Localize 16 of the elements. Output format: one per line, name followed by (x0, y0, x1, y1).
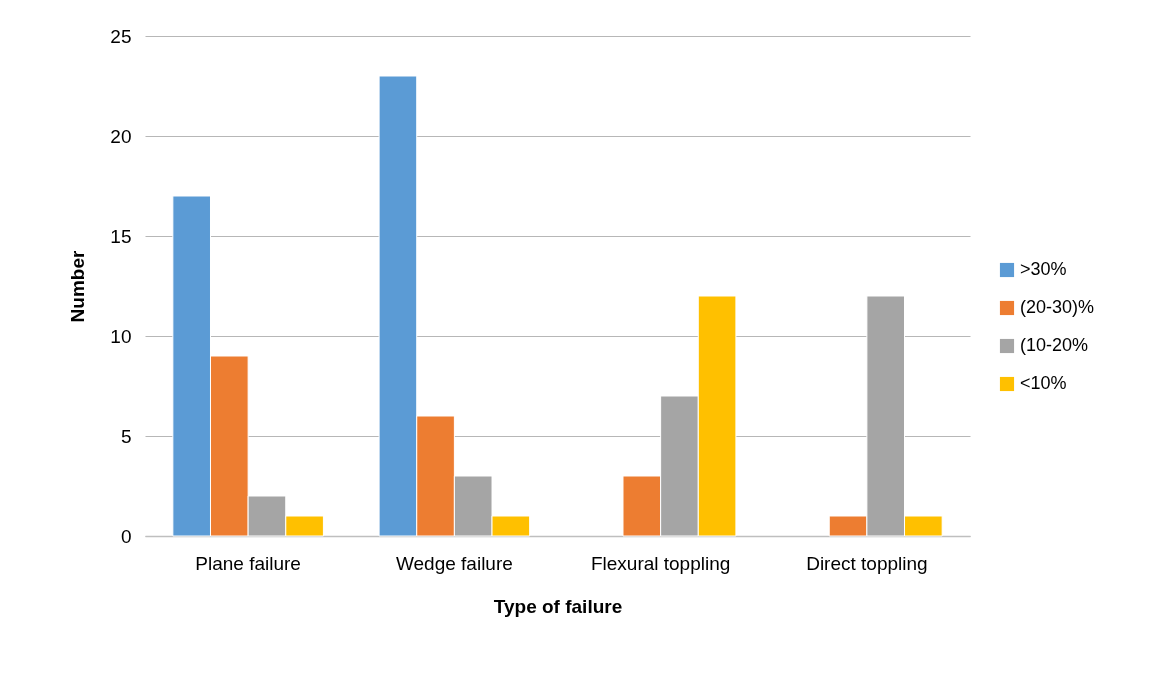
y-tick-label: 20 (110, 125, 132, 147)
x-axis-title: Type of failure (493, 595, 623, 617)
y-axis-title: Number (67, 250, 89, 323)
x-tick-label: Wedge failure (395, 552, 513, 574)
legend-label: >30% (1020, 259, 1067, 279)
legend-label: <10% (1020, 373, 1067, 393)
x-tick-label: Direct toppling (806, 552, 928, 574)
y-tick-label: 0 (120, 525, 132, 547)
y-tick-label: 25 (110, 25, 132, 47)
x-tick-label: Flexural toppling (590, 552, 731, 574)
y-tick-label: 10 (110, 325, 132, 347)
y-tick-label: 5 (120, 425, 132, 447)
x-tick-label: Plane failure (195, 552, 301, 574)
y-tick-label: 15 (110, 225, 132, 247)
legend-label: (10-20% (1020, 335, 1089, 355)
legend-label: (20-30)% (1020, 297, 1095, 317)
